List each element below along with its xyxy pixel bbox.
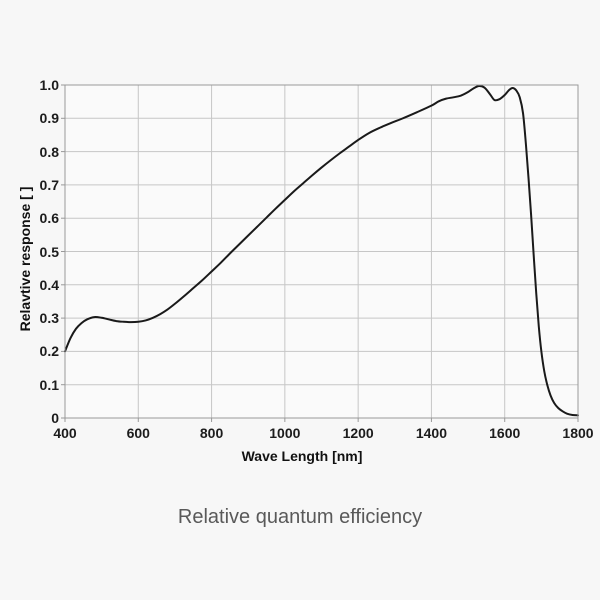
- chart-caption: Relative quantum efficiency: [177, 506, 423, 528]
- x-tick-label: 400: [53, 425, 77, 441]
- y-tick-label: 0.4: [39, 276, 59, 293]
- x-tick-label: 1000: [269, 425, 301, 441]
- y-tick-label: 0.6: [39, 210, 59, 227]
- y-tick-label: 0.5: [39, 243, 59, 260]
- y-tick-label: 0.3: [39, 310, 59, 327]
- y-tick-label: 0.9: [39, 110, 59, 127]
- x-tick-label: 800: [199, 425, 224, 441]
- x-tick-label: 600: [126, 425, 150, 441]
- x-tick-label: 1800: [562, 425, 594, 441]
- x-tick-label: 1400: [415, 425, 447, 441]
- x-tick-label: 1600: [489, 425, 521, 441]
- response-curve: [64, 84, 579, 417]
- y-tick-label: 0.1: [39, 376, 59, 393]
- y-axis-title: Relavtive response [ ]: [17, 186, 33, 332]
- y-tick-label: 0.8: [39, 143, 59, 160]
- plot-border: [64, 84, 579, 419]
- y-tick-label: 0.2: [39, 343, 59, 360]
- x-axis-title: Wave Length [nm]: [241, 448, 363, 464]
- y-tick-label: 1.0: [39, 77, 59, 93]
- y-tick-label: 0: [51, 410, 59, 426]
- x-tick-label: 1200: [342, 425, 374, 441]
- y-tick-label: 0.7: [39, 176, 59, 193]
